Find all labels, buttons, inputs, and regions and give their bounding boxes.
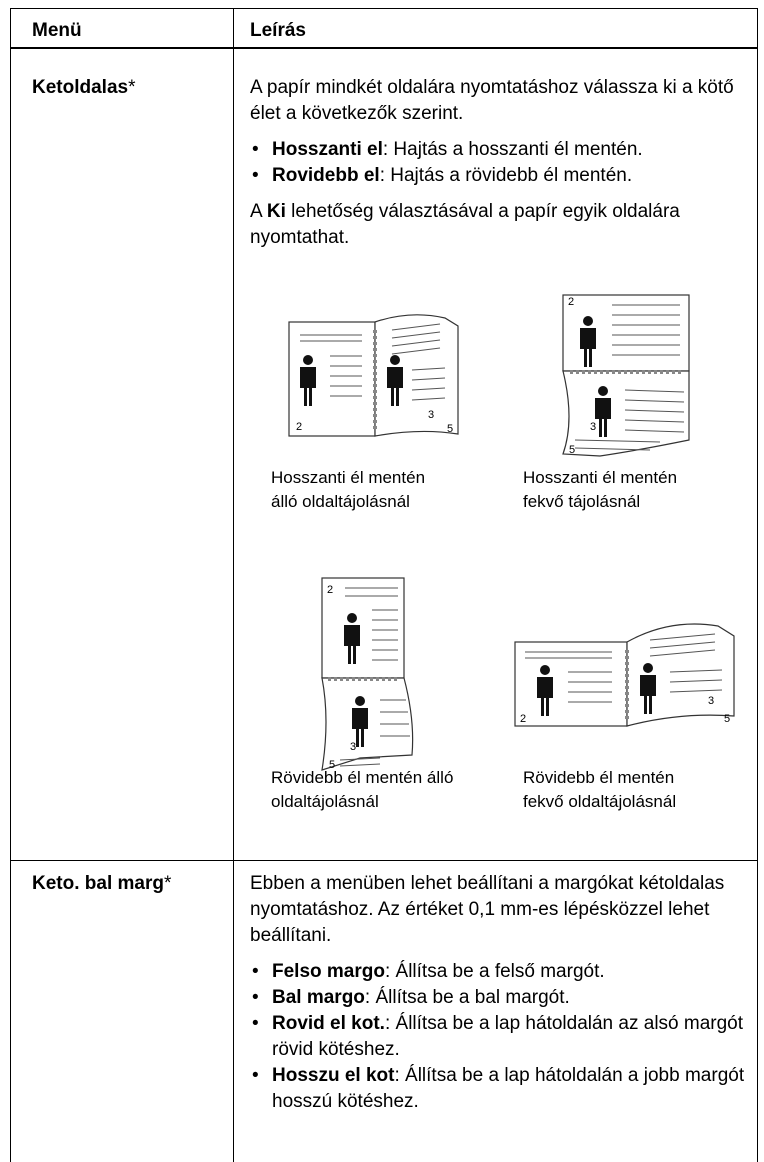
- option: Rovidebb el: Hajtás a rövidebb él mentén…: [250, 163, 755, 189]
- border-left: [10, 8, 11, 1162]
- option: Hosszanti el: Hajtás a hosszanti él ment…: [250, 137, 755, 163]
- figure-long-portrait: 2 3 5: [288, 314, 459, 437]
- note-text: lehetőség választásával a papír egyik ol…: [250, 201, 680, 248]
- menu-mark: *: [128, 77, 136, 98]
- page-number: 5: [569, 444, 575, 456]
- menu-text: Ketoldalas: [32, 77, 129, 98]
- menu-name: Keto. bal marg*: [32, 873, 171, 895]
- page-number: 2: [296, 421, 302, 433]
- note-text: A: [250, 201, 267, 222]
- border-top: [10, 8, 758, 9]
- option-text: : Hajtás a hosszanti él mentén.: [382, 139, 643, 160]
- intro: Ebben a menüben lehet beállítani a margó…: [250, 873, 725, 946]
- description: A papír mindkét oldalára nyomtatáshoz vá…: [250, 75, 755, 251]
- figure-long-landscape: 2 3 5: [562, 294, 690, 457]
- option: Rovid el kot.: Állítsa be a lap hátoldal…: [250, 1011, 755, 1063]
- page-number: 2: [327, 584, 333, 596]
- page-number: 3: [708, 695, 714, 707]
- page-number: 3: [590, 421, 596, 433]
- option-term: Hosszu el kot: [272, 1065, 395, 1086]
- page-number: 5: [447, 423, 453, 435]
- option-text: : Állítsa be a lap hátoldalán a jobb mar…: [272, 1065, 745, 1112]
- menu-text: Keto. bal marg: [32, 873, 164, 894]
- header-cell: Menü: [32, 20, 82, 41]
- option-list: Felso margo: Állítsa be a felső margót. …: [250, 959, 755, 1115]
- note: A Ki lehetőség választásával a papír egy…: [250, 199, 755, 251]
- intro: A papír mindkét oldalára nyomtatáshoz vá…: [250, 77, 734, 124]
- option: Felso margo: Állítsa be a felső margót.: [250, 959, 755, 985]
- figure-caption: Rövidebb él mentén álló oldaltájolásnál: [271, 768, 454, 811]
- menu-name: Ketoldalas*: [32, 77, 136, 99]
- figure-caption: Rövidebb él mentén fekvő oldaltájolásnál: [523, 768, 677, 811]
- option-term: Rovidebb el: [272, 165, 380, 186]
- border-right: [757, 8, 758, 1162]
- option-term: Bal margo: [272, 987, 365, 1008]
- figure-short-portrait: 2 3 5: [321, 577, 414, 771]
- option-term: Felso margo: [272, 961, 385, 982]
- page-number: 3: [350, 741, 356, 753]
- page-number: 2: [520, 713, 526, 725]
- option-text: : Állítsa be a lap hátoldalán az alsó ma…: [272, 1013, 744, 1060]
- description: Ebben a menüben lehet beállítani a margó…: [250, 871, 755, 1115]
- option-list: Hosszanti el: Hajtás a hosszanti él ment…: [250, 137, 755, 189]
- menu-mark: *: [163, 873, 172, 894]
- header-rule: [10, 47, 758, 49]
- option-text: : Hajtás a rövidebb él mentén.: [379, 165, 633, 186]
- note-keyword: Ki: [266, 201, 286, 222]
- row-rule: [10, 860, 758, 861]
- option-text: : Állítsa be a bal margót.: [364, 987, 570, 1008]
- option: Hosszu el kot: Állítsa be a lap hátoldal…: [250, 1063, 755, 1115]
- page-number: 5: [724, 713, 730, 725]
- page-number: 3: [428, 409, 434, 421]
- header-cell: Leírás: [250, 20, 306, 41]
- page-number: 2: [568, 296, 574, 308]
- figure-short-landscape: 2 3 5: [514, 623, 735, 727]
- figure-caption: Hosszanti él mentén fekvő tájolásnál: [523, 468, 678, 511]
- option-text: : Állítsa be a felső margót.: [384, 961, 605, 982]
- figure-caption: Hosszanti él mentén álló oldaltájolásnál: [271, 468, 426, 511]
- option-term: Rovid el kot.: [272, 1013, 385, 1034]
- option: Bal margo: Állítsa be a bal margót.: [250, 985, 755, 1011]
- option-term: Hosszanti el: [272, 139, 383, 160]
- column-rule: [233, 8, 234, 1162]
